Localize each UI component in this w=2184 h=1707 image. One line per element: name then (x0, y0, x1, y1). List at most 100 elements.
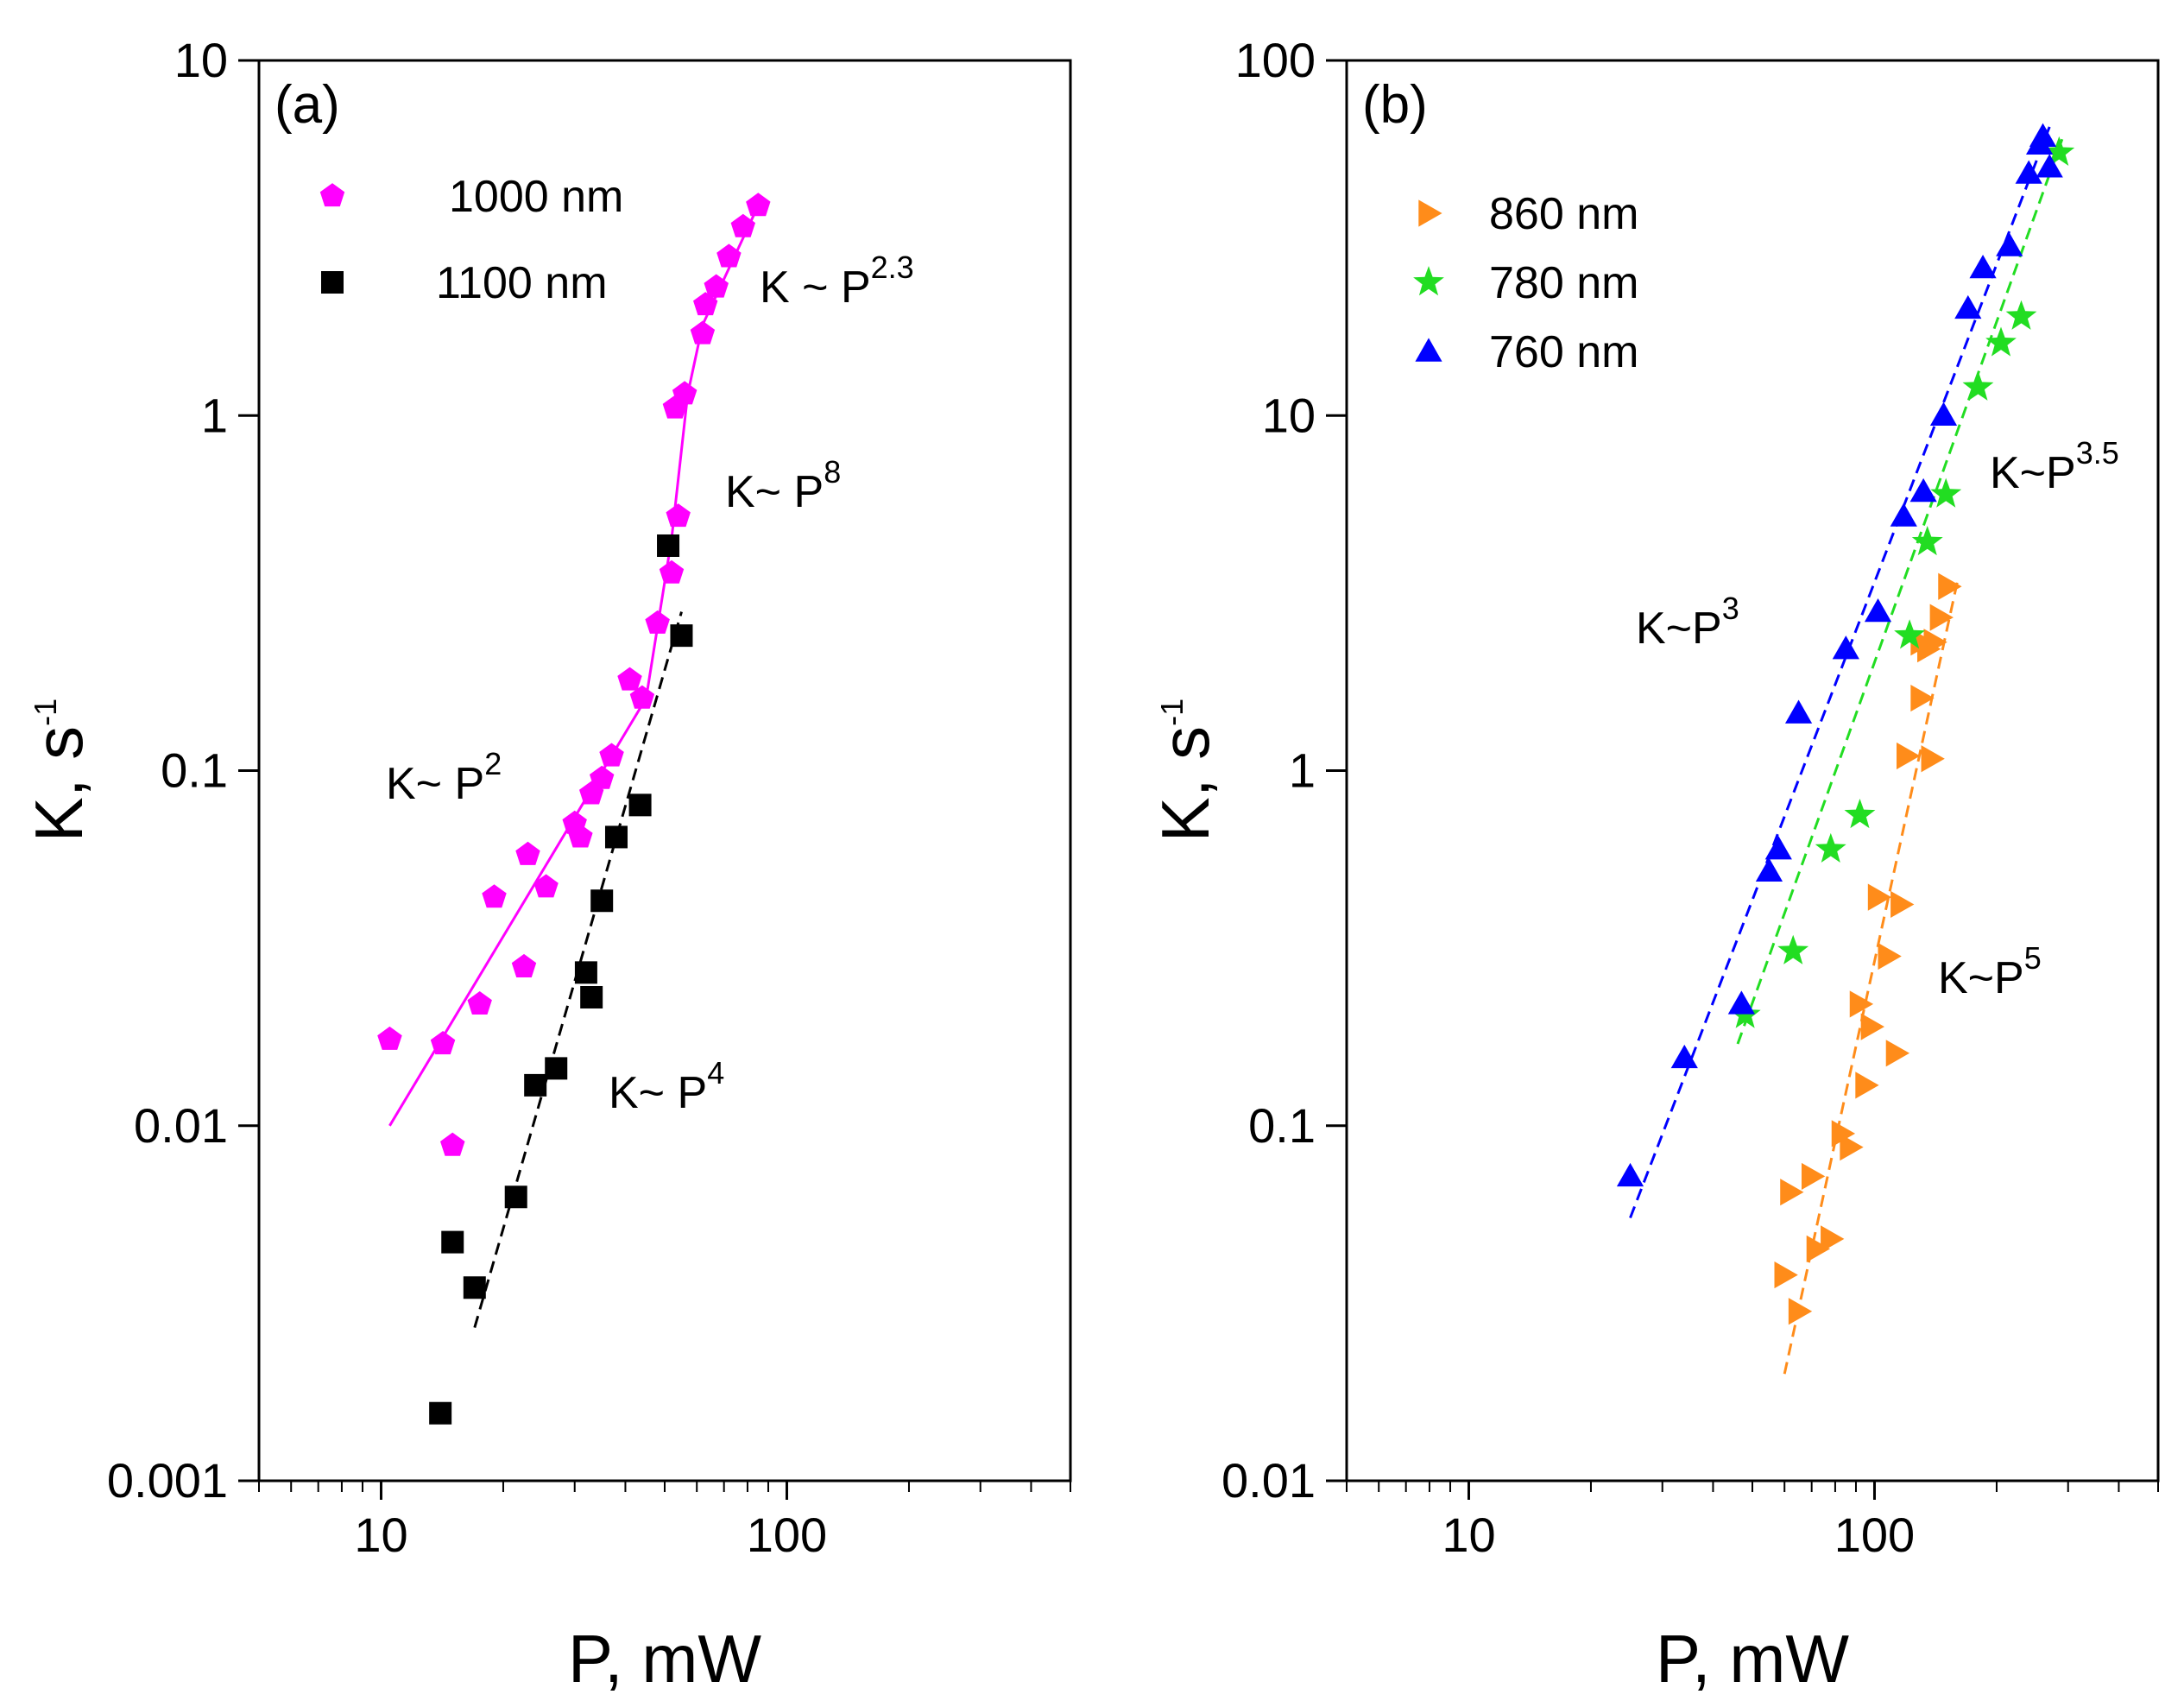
data-point (1784, 699, 1813, 724)
data-point (515, 841, 540, 865)
data-point (1755, 857, 1783, 882)
y-tick-label: 10 (174, 33, 228, 87)
panel-b-fit-lines (1629, 126, 2064, 1375)
annotation-k-p-2.3: K ~ P2.3 (760, 250, 914, 313)
fit-line (1629, 126, 2051, 1219)
y-tick-label: 1 (201, 388, 228, 442)
data-point (482, 884, 507, 908)
data-point (1806, 1235, 1831, 1262)
data-point (467, 991, 492, 1015)
data-point (629, 685, 655, 709)
data-point (1929, 604, 1954, 631)
panel-a-plot-frame (257, 59, 1072, 1483)
data-point (2043, 136, 2075, 166)
data-point (1894, 619, 1925, 649)
data-point (1727, 990, 1755, 1015)
data-point (1860, 1013, 1884, 1040)
data-point (1801, 1162, 1826, 1191)
data-point (440, 1132, 465, 1156)
data-point (1896, 742, 1921, 770)
data-point (704, 274, 729, 298)
panel-b-ticks: 10 100 0.01 0.1 1 10 100 (1221, 33, 2159, 1562)
fit-line (1736, 138, 2064, 1045)
data-point (1909, 477, 1937, 503)
legend-marker (1413, 266, 1444, 296)
data-point (1849, 990, 1874, 1018)
panel-b-data-points (1616, 123, 2075, 1325)
data-point (1962, 370, 1994, 401)
legend-marker-1100nm (321, 271, 344, 294)
legend-marker-760nm (1415, 338, 1442, 362)
data-point (1616, 1162, 1644, 1187)
x-tick-label: 100 (1834, 1508, 1915, 1562)
panel-a-data-points (377, 193, 771, 1425)
legend-label-1000nm: 1000 nm (449, 172, 623, 222)
data-point (599, 743, 624, 767)
data-point (1788, 1298, 1813, 1325)
legend-marker-780nm (1413, 266, 1444, 296)
data-point (2005, 300, 2037, 330)
data-point (659, 560, 685, 584)
panel-b: 10 100 0.01 0.1 1 10 100 (b) 860 nm 780 nm 760… (1147, 33, 2160, 1697)
data-point (1815, 832, 1846, 863)
data-point (1930, 477, 1962, 508)
x-tick-label: 100 (747, 1508, 827, 1562)
annotation-k-p-3.5: K~P3.5 (1990, 435, 2119, 498)
data-point (746, 193, 771, 217)
legend-marker (1418, 199, 1442, 227)
y-tick-label: 0.01 (134, 1098, 228, 1153)
data-point (1780, 1179, 1804, 1206)
data-point (672, 381, 697, 405)
panel-a-x-axis-title: P, mW (568, 1621, 761, 1697)
data-point (657, 534, 680, 557)
data-point (568, 824, 593, 848)
data-point (670, 624, 693, 648)
y-tick-label: 0.1 (161, 743, 228, 798)
legend-marker (319, 183, 345, 207)
legend-label-860nm: 860 nm (1489, 189, 1638, 239)
data-point (1969, 254, 1997, 279)
data-point (1890, 503, 1917, 527)
data-point (533, 874, 559, 898)
data-point (524, 1073, 547, 1097)
data-point (463, 1276, 486, 1299)
data-point (1840, 1134, 1864, 1161)
panel-a-y-axis-title: K, s-1 (21, 699, 97, 842)
data-point (580, 985, 603, 1008)
panel-b-x-axis-title: P, mW (1656, 1621, 1849, 1697)
data-point (2015, 160, 2042, 184)
data-point (1921, 745, 1945, 773)
data-point (590, 765, 615, 789)
panel-a-ticks: 10 100 0.001 0.01 0.1 1 10 (107, 33, 1071, 1562)
annotation-k-p-4: K~ P4 (609, 1055, 724, 1118)
data-point (1878, 942, 1902, 970)
data-point (429, 1401, 452, 1425)
data-point (430, 1031, 456, 1055)
data-point (504, 1185, 527, 1209)
annotation-k-p-8: K~ P8 (725, 454, 841, 517)
y-tick-label: 0.01 (1221, 1453, 1316, 1508)
data-point (2036, 154, 2063, 178)
annotation-k-p-5: K~P5 (1938, 940, 2042, 1003)
data-point (1777, 934, 1809, 964)
data-point (628, 793, 652, 817)
data-point (1885, 1040, 1910, 1067)
data-point (1910, 684, 1935, 712)
legend-label-760nm: 760 nm (1489, 327, 1638, 377)
data-point (2025, 130, 2054, 155)
legend-marker (321, 271, 344, 294)
panel-b-legend: 860 nm 780 nm 760 nm (1413, 189, 1638, 377)
data-point (1867, 883, 1892, 911)
data-point (666, 503, 691, 528)
data-point (1764, 836, 1792, 860)
data-point (377, 1026, 402, 1050)
data-point (1832, 635, 1859, 660)
data-point (730, 213, 755, 237)
data-point (690, 320, 716, 345)
data-point (545, 1057, 568, 1080)
data-point (1855, 1072, 1879, 1099)
y-tick-label: 0.001 (107, 1453, 228, 1508)
panel-a-legend: 1000 nm 1100 nm (319, 172, 623, 308)
annotation-k-p-3: K~P3 (1636, 591, 1739, 654)
data-point (1954, 294, 1982, 319)
